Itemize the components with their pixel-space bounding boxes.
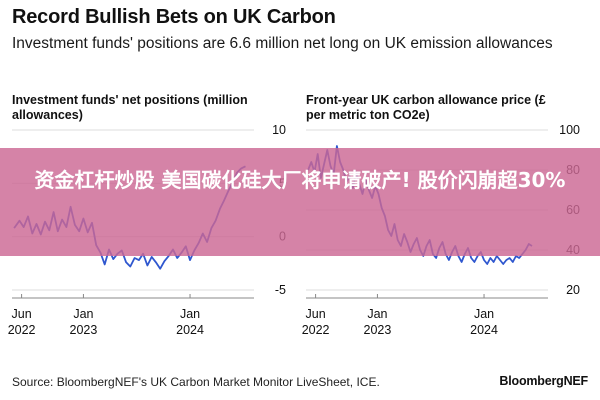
left-chart-xtick-year: 2022 [8,323,36,337]
right-chart-xtick-year: 2024 [470,323,498,337]
left-chart-xtick-month: Jun [12,307,32,321]
left-chart-xtick-year: 2023 [70,323,98,337]
chart-figure-subtitle: Investment funds' positions are 6.6 mill… [12,35,553,52]
right-chart-ytick-label: 100 [559,123,580,137]
left-chart-xtick-month: Jan [73,307,93,321]
left-chart-xtick-year: 2024 [176,323,204,337]
right-chart-title-line2: per metric ton CO2e) [306,108,430,122]
right-chart-xtick-year: 2022 [302,323,330,337]
brand-logo: BloombergNEF [499,374,588,388]
left-chart-title-line2: allowances) [12,108,83,122]
left-chart-ytick-label: 10 [272,123,286,137]
right-chart-title-line1: Front-year UK carbon allowance price (£ [306,93,546,107]
chart-figure-title: Record Bullish Bets on UK Carbon [12,6,336,28]
left-chart-ytick-label: -5 [275,283,286,297]
right-chart-xticks: Jun 2022 Jan 2023 Jan 2024 [302,294,498,337]
overlay-banner-text[interactable]: 资金杠杆炒股 美国碳化硅大厂将申请破产! 股价闪崩超30% [34,168,566,192]
right-chart-xtick-month: Jun [306,307,326,321]
overlay-banner[interactable]: 资金杠杆炒股 美国碳化硅大厂将申请破产! 股价闪崩超30% [0,148,600,256]
left-chart-xtick-month: Jan [180,307,200,321]
right-chart-ytick-label: 20 [566,283,580,297]
source-note: Source: BloombergNEF's UK Carbon Market … [12,375,380,389]
left-chart-title-line1: Investment funds' net positions (million [12,93,248,107]
right-chart-xtick-year: 2023 [364,323,392,337]
right-chart-xtick-month: Jan [474,307,494,321]
left-chart-xticks: Jun 2022 Jan 2023 Jan 2024 [8,294,204,337]
right-chart-xtick-month: Jan [367,307,387,321]
